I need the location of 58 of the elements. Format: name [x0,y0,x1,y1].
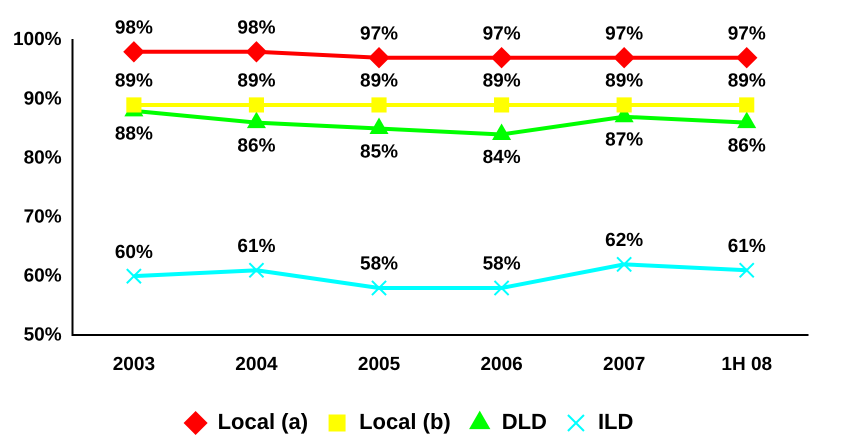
x-tick-label: 2004 [235,354,278,375]
data-label: 89% [114,70,153,92]
legend-label: Local (b) [359,409,451,434]
data-label: 89% [728,70,766,92]
y-tick-label: 100% [12,29,62,50]
point [123,41,144,62]
legend-label: DLD [502,409,547,434]
point [126,97,142,113]
point [494,97,510,113]
point [248,262,265,278]
data-label: 87% [605,129,644,150]
point [126,268,142,284]
point [368,47,390,68]
data-label: 88% [114,124,153,145]
point [494,280,510,296]
point [371,97,387,113]
x-tick-label: 1H 08 [721,354,772,375]
point [370,280,388,296]
data-label: 61% [237,236,276,257]
data-label: 60% [114,242,153,263]
y-tick-label: 50% [24,324,62,346]
data-label: 97% [360,23,398,44]
data-label: 84% [482,147,521,168]
legend-label: ILD [598,409,634,434]
data-label: 89% [360,70,398,92]
data-label: 62% [605,230,644,252]
point [246,41,267,62]
data-label: 86% [728,135,766,156]
legend-label: Local (a) [218,409,308,434]
x-tick-label: 2006 [480,354,523,375]
point [248,97,264,113]
data-label: 97% [605,23,644,44]
x-tick-label: 2005 [358,354,401,375]
y-tick-label: 90% [24,88,62,110]
data-label: 86% [237,135,276,156]
point [738,262,755,278]
data-label: 58% [482,254,521,275]
point [739,97,754,113]
point [616,256,632,272]
data-label: 98% [114,18,153,39]
y-tick-label: 60% [24,265,62,286]
data-label: 98% [237,18,276,39]
data-label: 89% [482,70,521,92]
point [616,97,632,113]
point [736,47,758,68]
point [614,47,635,68]
x-tick-label: 2003 [112,354,156,375]
data-label: 97% [728,23,766,44]
data-label: 58% [360,254,398,275]
point [491,47,512,68]
y-tick-label: 70% [24,206,62,228]
x-tick-label: 2007 [603,354,646,375]
data-label: 89% [237,70,276,92]
data-label: 85% [360,141,398,162]
data-label: 89% [605,70,644,92]
y-tick-label: 80% [24,147,62,168]
data-label: 61% [728,236,766,257]
data-label: 97% [482,23,521,44]
